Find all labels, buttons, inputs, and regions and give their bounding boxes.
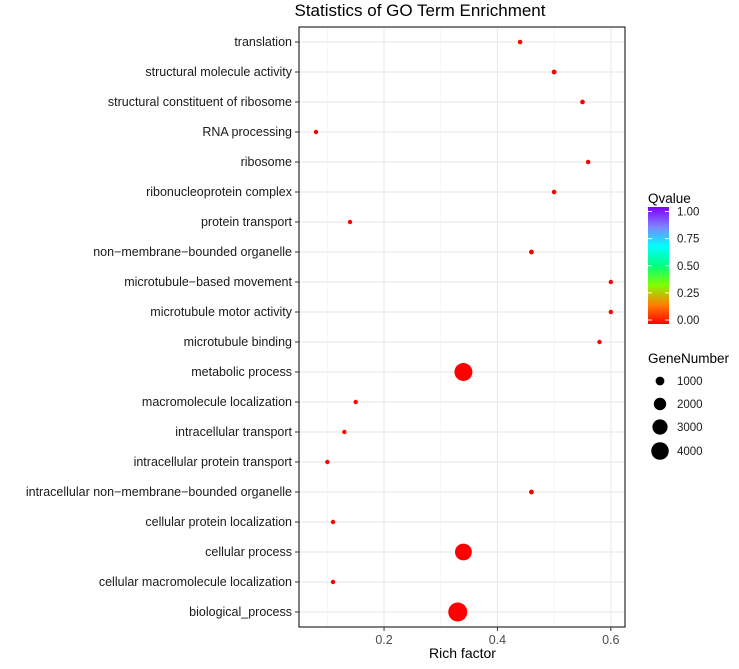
size-legend-point (655, 376, 665, 386)
y-tick-label: cellular process (205, 545, 292, 559)
grid-lines (299, 27, 625, 627)
size-legend-label: 3000 (677, 422, 703, 434)
y-tick-label: non−membrane−bounded organelle (93, 245, 292, 259)
data-point (529, 249, 534, 255)
y-tick-label: microtubule binding (184, 335, 292, 349)
data-point (313, 129, 319, 135)
data-point (454, 363, 473, 381)
y-tick-label: RNA processing (202, 125, 292, 139)
x-axis: 0.2 0.4 0.6 (375, 627, 620, 647)
color-legend-title: Qvalue (648, 191, 691, 206)
size-legend-title: GeneNumber (648, 351, 730, 366)
size-legend-label: 1000 (677, 376, 703, 388)
y-tick-label: structural molecule activity (145, 65, 292, 79)
data-point (585, 159, 591, 165)
y-tick-label: translation (234, 35, 292, 49)
y-tick-label: intracellular protein transport (134, 455, 293, 469)
y-tick-label: biological_process (189, 605, 292, 619)
data-point (608, 279, 614, 285)
size-legend-label: 4000 (677, 446, 703, 458)
data-point (529, 489, 534, 495)
color-legend-label: 0.50 (677, 261, 699, 273)
color-legend-label: 0.25 (677, 288, 699, 300)
data-point (330, 519, 336, 525)
x-tick-label: 0.2 (375, 633, 392, 647)
plot-frame (298, 26, 626, 628)
x-axis-title: Rich factor (429, 645, 496, 661)
data-point (347, 219, 353, 225)
data-point (448, 602, 468, 622)
size-legend-point (651, 442, 669, 460)
y-tick-label: structural constituent of ribosome (108, 95, 292, 109)
data-points (313, 39, 614, 622)
x-tick-label: 0.6 (602, 633, 619, 647)
x-tick-label: 0.4 (489, 633, 506, 647)
y-tick-label: metabolic process (191, 365, 292, 379)
y-tick-label: intracellular non−membrane−bounded organ… (26, 485, 292, 499)
y-tick-label: protein transport (201, 215, 293, 229)
data-point (551, 189, 557, 195)
y-tick-label: microtubule−based movement (124, 275, 292, 289)
panel-border (298, 26, 626, 628)
chart-title: Statistics of GO Term Enrichment (294, 1, 546, 20)
data-point (342, 429, 347, 435)
size-legend-point (653, 397, 667, 411)
size-legend-point (652, 419, 668, 435)
data-point (597, 339, 602, 345)
data-point (608, 309, 614, 315)
y-tick-label: ribonucleoprotein complex (146, 185, 293, 199)
y-tick-label: cellular macromolecule localization (99, 575, 292, 589)
y-tick-label: intracellular transport (175, 425, 292, 439)
y-tick-label: cellular protein localization (145, 515, 292, 529)
data-point (580, 99, 585, 105)
size-legend-label: 2000 (677, 399, 703, 411)
y-tick-label: ribosome (241, 155, 292, 169)
y-tick-label: macromolecule localization (142, 395, 292, 409)
data-point (325, 459, 330, 465)
data-point (517, 39, 523, 45)
data-point (454, 543, 472, 561)
y-tick-label: microtubule motor activity (150, 305, 292, 319)
color-legend-label: 0.00 (677, 315, 699, 327)
color-legend-label: 0.75 (677, 234, 699, 246)
color-legend-bar (648, 207, 669, 324)
data-point (551, 69, 557, 75)
data-point (330, 579, 336, 585)
data-point (353, 399, 358, 405)
color-legend-label: 1.00 (677, 207, 699, 219)
y-axis: translation structural molecule activity s… (26, 35, 299, 619)
